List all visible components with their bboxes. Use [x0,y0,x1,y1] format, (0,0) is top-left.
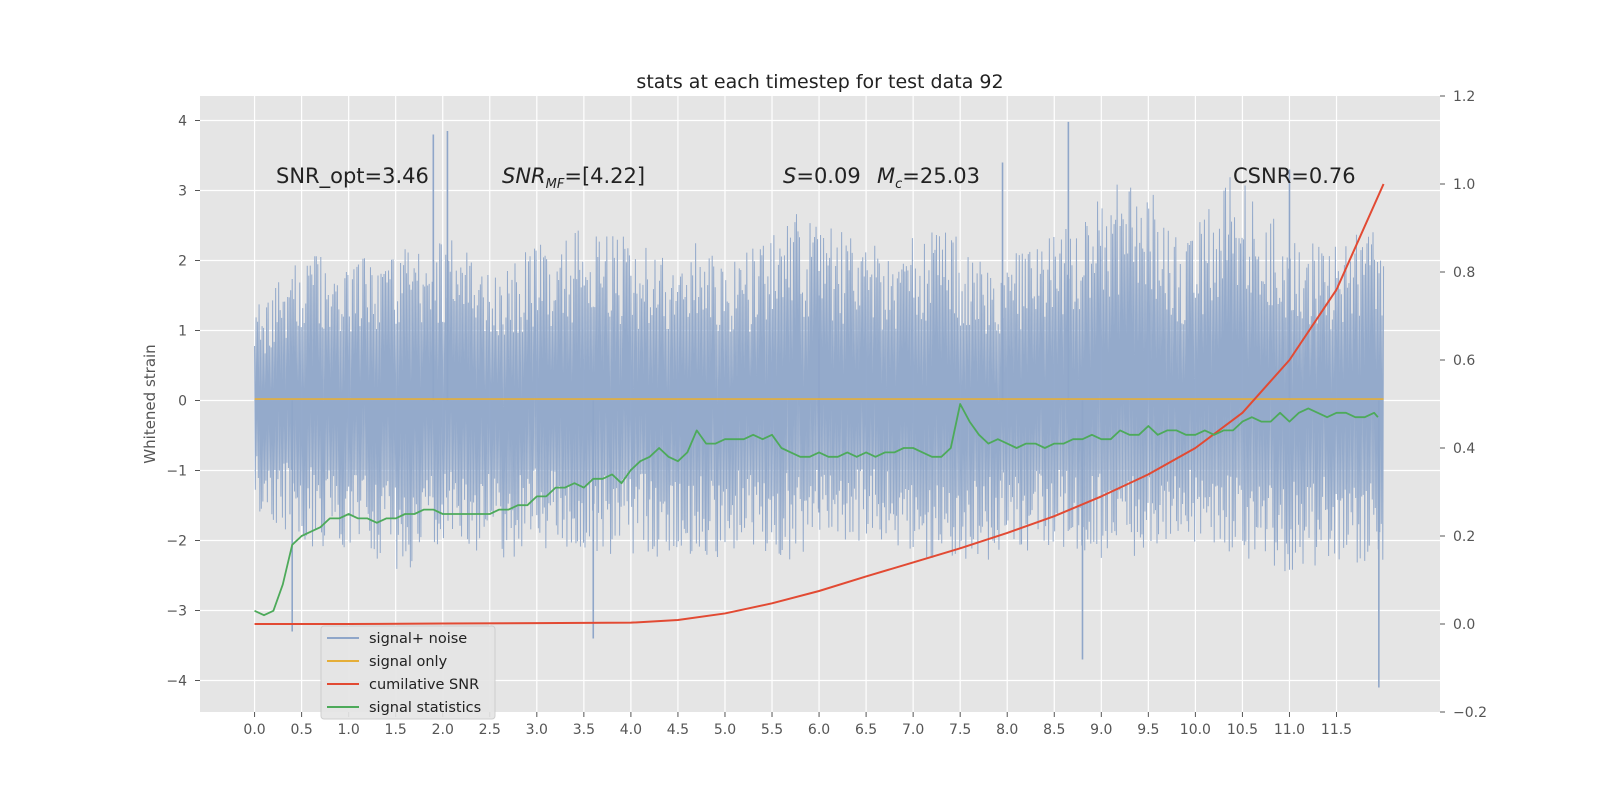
annotation-mc-symbol: M [877,164,895,188]
x-tick-label: 7.0 [902,722,924,738]
annotation-snr-opt: SNR_opt=3.46 [276,164,429,189]
y-tick-label: 0 [178,394,187,410]
x-tick-label: 1.0 [338,722,360,738]
series-signal-noise [254,177,1385,572]
legend-label-signal-noise: signal+ noise [369,631,467,647]
annotation-snr-mf: SNRMF=[4.22] [502,164,645,192]
y2-tick-label: 0.6 [1453,353,1475,369]
y2-tick-label: −0.2 [1453,705,1487,721]
x-tick-label: 3.0 [526,722,548,738]
x-tick-label: 0.5 [290,722,312,738]
annotation-snr-mf-value: =[4.22] [564,164,645,188]
x-tick-label: 10.5 [1227,722,1258,738]
annotation-s-symbol: S [783,164,796,188]
series-signal-statistics [254,403,1379,617]
annotation-mc-value: =25.03 [902,164,980,188]
signal-noise-trace [254,121,1385,688]
legend-box [320,625,496,720]
y-tick-label: −3 [166,604,187,620]
x-tick-label: 4.5 [667,722,689,738]
x-tick-label: 8.0 [996,722,1018,738]
y2-tick-label: 1.0 [1453,177,1475,193]
y-tick-label: −1 [166,464,187,480]
y-tick-label: 3 [178,184,187,200]
annotation-mc-sub: c [895,177,902,192]
legend: signal+ noise signal only cumilative SNR… [320,625,496,720]
y-tick-label: −4 [166,674,187,690]
y2-tick-label: 0.4 [1453,441,1475,457]
annotation-s: S=0.09 [783,164,861,188]
x-tick-label: 6.5 [855,722,877,738]
x-tick-label: 11.5 [1321,722,1352,738]
legend-label-signal-only: signal only [369,654,448,670]
y2-tick-label: 0.2 [1453,529,1475,545]
x-tick-label: 3.5 [573,722,595,738]
legend-label-signal-statistics: signal statistics [369,700,481,716]
series-lines [254,183,1385,625]
x-tick-label: 5.5 [761,722,783,738]
annotation-snr-mf-sub: MF [546,177,565,192]
x-tick-label: 1.5 [385,722,407,738]
y-tick-label: 1 [178,324,187,340]
x-tick-label: 5.0 [714,722,736,738]
axes: 0.0 0.5 1.0 1.5 2.0 2.5 3.0 3.5 4.0 4.5 5.0 5.5 6.0 6… [166,89,1487,738]
x-tick-label: 8.5 [1043,722,1065,738]
y-tick-label: −2 [166,534,187,550]
y-tick-label: 2 [178,254,187,270]
y2-tick-label: 0.8 [1453,265,1475,281]
x-tick-label: 0.0 [243,722,265,738]
y-tick-label: 4 [178,114,187,130]
x-tick-label: 9.0 [1090,722,1112,738]
x-tick-label: 9.5 [1137,722,1159,738]
x-tick-label: 2.5 [479,722,501,738]
annotation-csnr: CSNR=0.76 [1233,164,1356,188]
y2-tick-label: 0.0 [1453,617,1475,633]
x-tick-label: 7.5 [949,722,971,738]
annotation-s-value: =0.09 [796,164,860,188]
chart-title: stats at each timestep for test data 92 [636,71,1003,93]
annotation-mc: Mc=25.03 [877,164,980,192]
x-tick-label: 2.0 [432,722,454,738]
x-tick-label: 11.0 [1274,722,1305,738]
x-tick-label: 4.0 [620,722,642,738]
x-tick-label: 6.0 [808,722,830,738]
y2-tick-label: 1.2 [1453,89,1475,105]
annotations: SNR_opt=3.46 SNRMF=[4.22] S=0.09 Mc=25.0… [276,164,1356,192]
y-axis-label: Whitened strain [141,344,159,463]
annotation-snr-mf-base: SNR [502,164,546,188]
series-cumulative-snr [254,183,1385,625]
legend-label-cumulative-snr: cumilative SNR [369,677,479,693]
x-tick-label: 10.0 [1180,722,1211,738]
